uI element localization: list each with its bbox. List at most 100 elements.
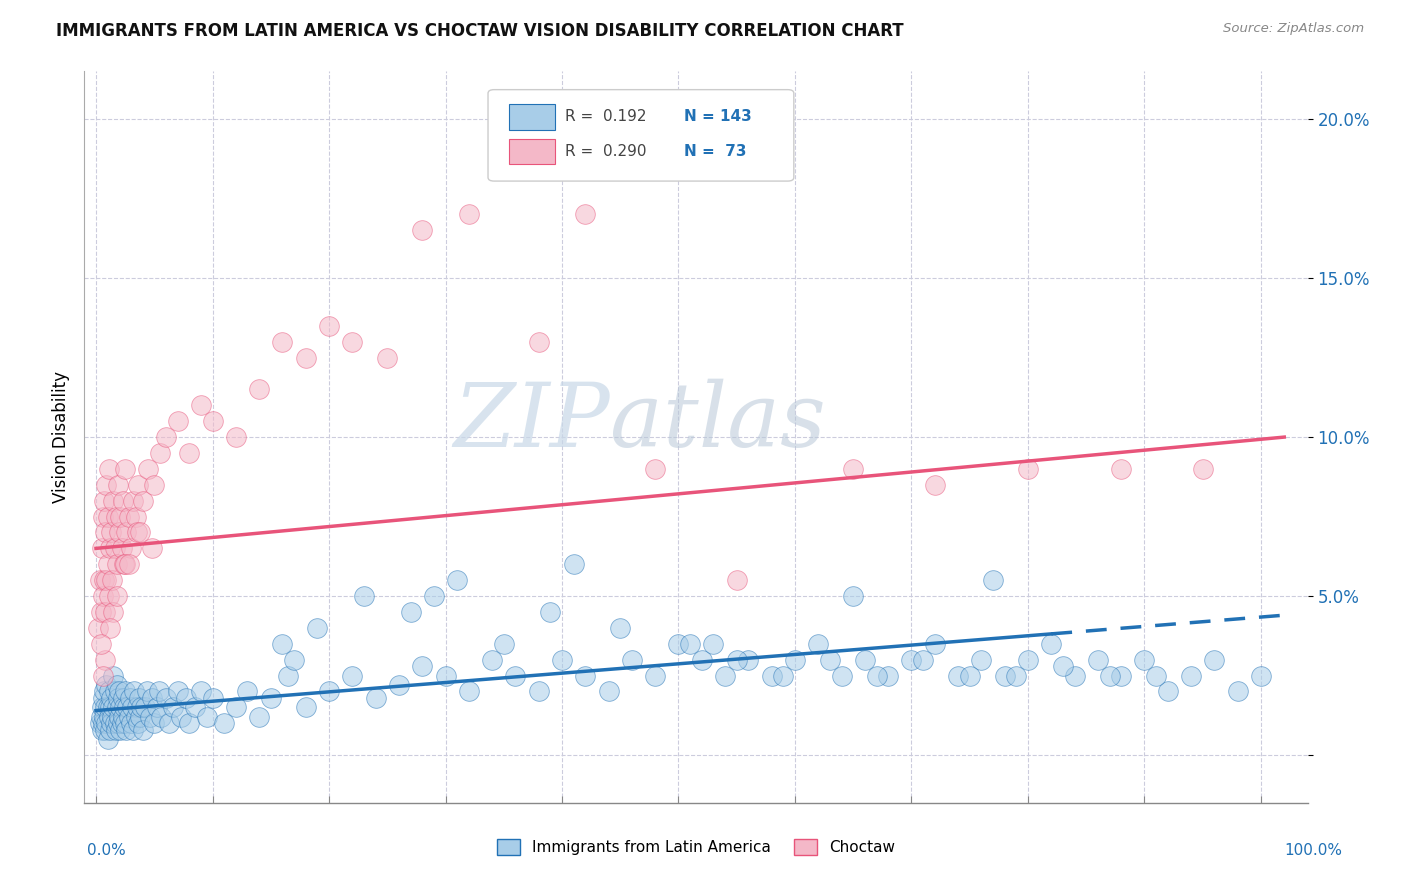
Point	[110, 700, 132, 714]
Point	[318, 318, 340, 333]
Point	[97, 589, 120, 603]
Point	[97, 684, 120, 698]
Point	[91, 589, 114, 603]
Point	[644, 462, 666, 476]
Point	[294, 351, 316, 365]
Point	[364, 690, 387, 705]
Point	[125, 700, 148, 714]
Point	[122, 723, 145, 737]
Point	[143, 477, 166, 491]
Point	[714, 668, 737, 682]
Text: 100.0%: 100.0%	[1285, 843, 1343, 858]
Point	[108, 525, 131, 540]
Point	[1017, 653, 1039, 667]
Point	[388, 678, 411, 692]
Point	[115, 525, 138, 540]
Point	[946, 668, 969, 682]
Point	[162, 700, 184, 714]
Point	[129, 710, 152, 724]
Text: IMMIGRANTS FROM LATIN AMERICA VS CHOCTAW VISION DISABILITY CORRELATION CHART: IMMIGRANTS FROM LATIN AMERICA VS CHOCTAW…	[56, 22, 904, 40]
Text: R =  0.192: R = 0.192	[565, 109, 647, 124]
Point	[853, 653, 876, 667]
Point	[94, 525, 117, 540]
Point	[1017, 462, 1039, 476]
Point	[118, 690, 141, 705]
Point	[117, 710, 139, 724]
Point	[1109, 462, 1132, 476]
Point	[145, 700, 167, 714]
Point	[457, 684, 479, 698]
Point	[201, 414, 224, 428]
Point	[562, 558, 585, 572]
Point	[114, 558, 136, 572]
Point	[170, 710, 193, 724]
Point	[94, 653, 117, 667]
Point	[105, 700, 128, 714]
Text: Source: ZipAtlas.com: Source: ZipAtlas.com	[1223, 22, 1364, 36]
Point	[103, 668, 125, 682]
Point	[679, 637, 702, 651]
Point	[121, 700, 143, 714]
Point	[90, 541, 112, 556]
Point	[725, 573, 748, 587]
Point	[91, 690, 114, 705]
Point	[128, 690, 150, 705]
FancyBboxPatch shape	[509, 104, 555, 130]
Point	[124, 509, 146, 524]
Point	[481, 653, 503, 667]
Point	[134, 700, 156, 714]
Point	[1063, 668, 1085, 682]
Point	[104, 684, 127, 698]
Point	[117, 700, 139, 714]
Point	[492, 637, 515, 651]
Point	[104, 541, 127, 556]
Point	[89, 716, 111, 731]
Point	[527, 684, 550, 698]
Point	[141, 690, 163, 705]
Point	[127, 716, 149, 731]
Point	[91, 668, 114, 682]
Point	[959, 668, 981, 682]
Point	[141, 541, 163, 556]
Point	[104, 723, 127, 737]
Point	[125, 525, 148, 540]
Point	[97, 509, 120, 524]
Point	[157, 716, 180, 731]
Point	[103, 493, 125, 508]
Point	[783, 653, 806, 667]
Point	[342, 668, 364, 682]
Point	[110, 509, 132, 524]
Point	[1087, 653, 1109, 667]
Text: ZIP: ZIP	[454, 379, 610, 466]
Point	[98, 700, 121, 714]
Point	[1052, 659, 1074, 673]
Point	[772, 668, 794, 682]
Point	[124, 684, 146, 698]
Point	[190, 398, 212, 412]
Point	[900, 653, 922, 667]
Point	[129, 525, 152, 540]
Point	[538, 605, 561, 619]
Point	[131, 723, 153, 737]
Point	[120, 541, 142, 556]
Point	[1109, 668, 1132, 682]
Point	[877, 668, 900, 682]
Point	[1005, 668, 1028, 682]
Point	[111, 541, 134, 556]
Point	[690, 653, 713, 667]
Point	[100, 525, 122, 540]
Text: N = 143: N = 143	[683, 109, 751, 124]
Point	[94, 605, 117, 619]
Point	[105, 678, 128, 692]
Point	[111, 493, 134, 508]
Point	[446, 573, 468, 587]
Point	[117, 558, 139, 572]
Point	[277, 668, 299, 682]
Point	[761, 668, 783, 682]
Point	[399, 605, 422, 619]
Point	[112, 700, 135, 714]
Point	[912, 653, 935, 667]
Point	[115, 723, 138, 737]
Point	[807, 637, 830, 651]
Point	[87, 621, 110, 635]
